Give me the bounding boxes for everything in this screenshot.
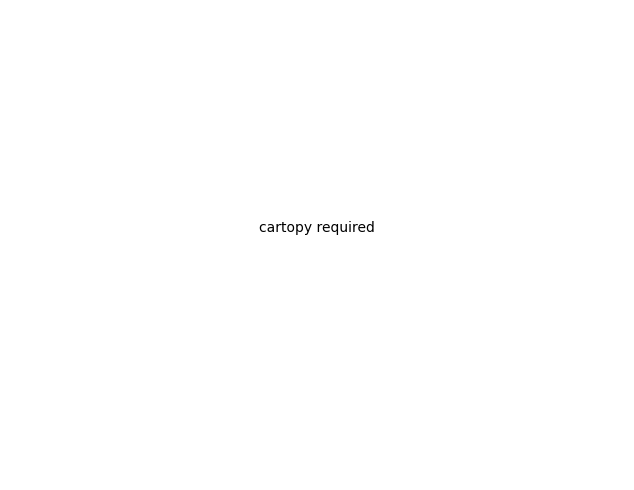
Text: cartopy required: cartopy required — [259, 221, 375, 235]
